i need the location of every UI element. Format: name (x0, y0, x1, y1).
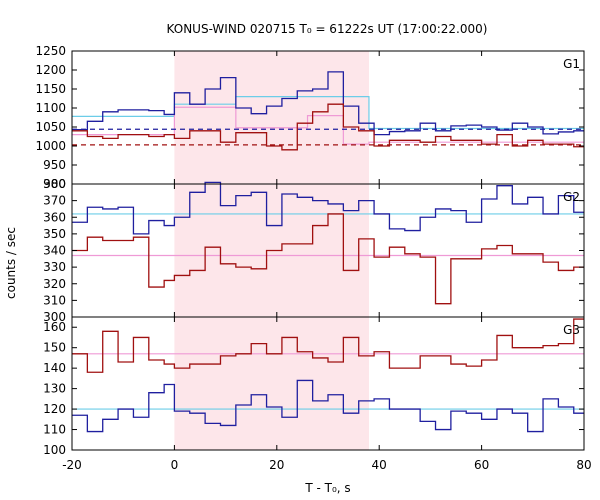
y-tick-label: 340 (43, 244, 66, 258)
y-tick-label: 370 (43, 194, 66, 208)
y-tick-label: 1050 (35, 120, 66, 134)
y-tick-label: 1150 (35, 82, 66, 96)
y-tick-label: 1250 (35, 44, 66, 58)
histogram-blue (72, 71, 584, 136)
histogram-red (72, 103, 584, 151)
y-tick-label: 950 (43, 158, 66, 172)
x-tick-label: 20 (269, 458, 284, 472)
panel-frame (71, 316, 585, 451)
y-tick-label: 160 (43, 320, 66, 334)
x-axis-title: T - T₀, s (304, 481, 350, 495)
y-tick-label: 380 (43, 177, 66, 191)
panel-label: G2 (563, 190, 580, 204)
x-tick-label: 60 (474, 458, 489, 472)
y-tick-label: 300 (43, 310, 66, 324)
y-tick-label: 1100 (35, 101, 66, 115)
histogram-blue (72, 379, 584, 433)
y-tick-label: 360 (43, 210, 66, 224)
panel-label: G1 (563, 57, 580, 71)
panel-g2: 300 310 320 330 340 350 360 370 380 G2 (43, 177, 585, 324)
plot-layer: 900950100010501100115012001250G130031032… (35, 44, 591, 472)
y-tick-label: 100 (43, 443, 66, 457)
y-tick-label: 1200 (35, 63, 66, 77)
y-tick-label: 900 (43, 177, 66, 191)
histogram-red (72, 318, 584, 373)
y-tick-label: 310 (43, 293, 66, 307)
x-tick-label: 40 (372, 458, 387, 472)
y-tick-label: 320 (43, 277, 66, 291)
y-tick-label: 330 (43, 260, 66, 274)
histogram-red (72, 213, 584, 305)
panel-g3: 100 110 120 130 140 150 160 G3 (43, 316, 585, 457)
x-tick-label: 80 (576, 458, 591, 472)
x-tick-label: 0 (171, 458, 179, 472)
y-tick-label: 150 (43, 341, 66, 355)
y-tick-label: 140 (43, 361, 66, 375)
y-axis-title: counts / sec (4, 227, 18, 299)
y-tick-label: 130 (43, 382, 66, 396)
panel-label: G3 (563, 323, 580, 337)
y-tick-label: 1000 (35, 139, 66, 153)
y-tick-label: 120 (43, 402, 66, 416)
histogram-blue (72, 181, 584, 235)
x-tick-label: -20 (62, 458, 82, 472)
y-tick-label: 110 (43, 423, 66, 437)
y-tick-label: 350 (43, 227, 66, 241)
chart-title: KONUS-WIND 020715 T₀ = 61222s UT (17:00:… (167, 22, 488, 36)
